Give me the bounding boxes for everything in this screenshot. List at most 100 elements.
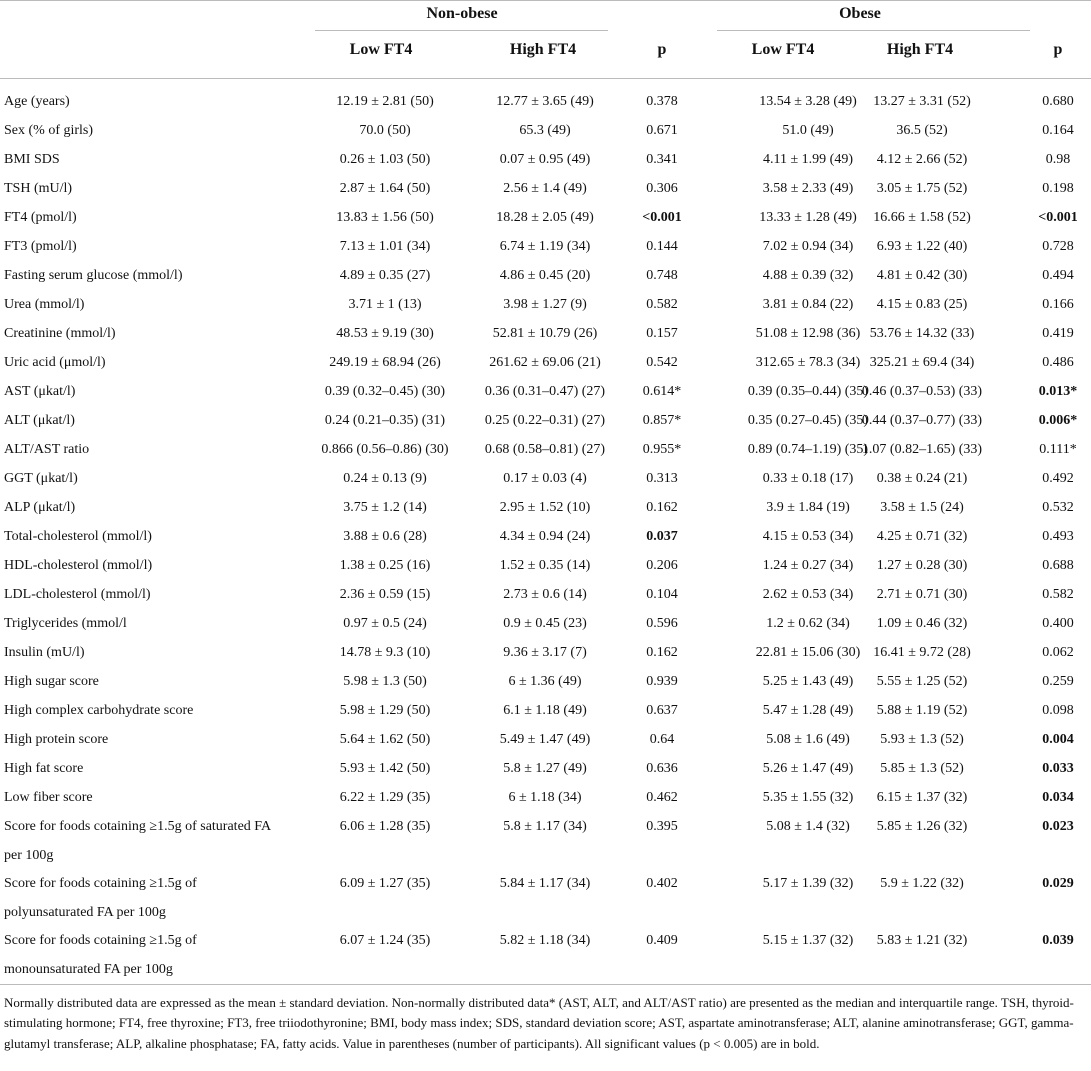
cell-value: 4.81 ± 0.42 (30) <box>876 268 968 283</box>
cell-value: 0.07 ± 0.95 (49) <box>499 152 591 167</box>
cell-value: 1.38 ± 0.25 (16) <box>339 558 431 573</box>
row-label: LDL-cholesterol (mmol/l) <box>4 587 151 602</box>
cell-value: 5.49 ± 1.47 (49) <box>499 732 591 747</box>
row-label: HDL-cholesterol (mmol/l) <box>4 558 153 573</box>
cell-value: 0.039 <box>1042 933 1074 948</box>
cell-value: 48.53 ± 9.19 (30) <box>336 326 434 341</box>
row-label: High protein score <box>4 732 109 747</box>
cell-value: 1.52 ± 0.35 (14) <box>499 558 591 573</box>
cell-value: 4.11 ± 1.99 (49) <box>763 152 853 167</box>
cell-value: 0.104 <box>646 587 678 602</box>
cell-value: 0.033 <box>1042 761 1074 776</box>
cell-value: 0.542 <box>646 355 678 370</box>
cell-value: 0.38 ± 0.24 (21) <box>876 471 968 486</box>
row-label: Fasting serum glucose (mmol/l) <box>4 268 183 283</box>
group-header: Obese <box>839 5 881 22</box>
cell-value: 6.15 ± 1.37 (32) <box>876 790 968 805</box>
cell-value: 2.95 ± 1.52 (10) <box>499 500 591 515</box>
cell-value: 3.98 ± 1.27 (9) <box>503 297 587 312</box>
cell-value: 0.162 <box>646 645 678 660</box>
cell-value: 0.596 <box>646 616 678 631</box>
row-label: Triglycerides (mmol/l <box>4 616 127 631</box>
cell-value: 5.98 ± 1.29 (50) <box>339 703 431 718</box>
cell-value: 1.27 ± 0.28 (30) <box>876 558 968 573</box>
row-label: High sugar score <box>4 674 99 689</box>
row-label: ALT (μkat/l) <box>4 413 75 428</box>
cell-value: 2.36 ± 0.59 (15) <box>339 587 431 602</box>
cell-value: 5.35 ± 1.55 (32) <box>762 790 854 805</box>
cell-value: 0.400 <box>1042 616 1074 631</box>
row-label: Age (years) <box>4 94 70 109</box>
cell-value: 0.166 <box>1042 297 1074 312</box>
cell-value: 0.688 <box>1042 558 1074 573</box>
cell-value: 0.36 (0.31–0.47) (27) <box>484 384 606 399</box>
cell-value: 2.56 ± 1.4 (49) <box>503 181 587 196</box>
cell-value: 4.15 ± 0.53 (34) <box>762 529 854 544</box>
cell-value: 5.9 ± 1.22 (32) <box>880 876 964 891</box>
cell-value: 0.494 <box>1042 268 1074 283</box>
cell-value: 13.33 ± 1.28 (49) <box>759 210 857 225</box>
cell-value: 4.89 ± 0.35 (27) <box>339 268 431 283</box>
cell-value: 0.582 <box>646 297 678 312</box>
cell-value: 0.17 ± 0.03 (4) <box>503 471 587 486</box>
cell-value: 0.493 <box>1042 529 1074 544</box>
cell-value: 0.004 <box>1042 732 1074 747</box>
cell-value: 0.64 <box>649 732 675 747</box>
cell-value: 0.955* <box>642 442 682 457</box>
column-header: p <box>657 41 667 58</box>
row-label: Low fiber score <box>4 790 93 805</box>
cell-value: 0.89 (0.74–1.19) (35) <box>747 442 869 457</box>
cell-value: 1.24 ± 0.27 (34) <box>762 558 854 573</box>
cell-value: 5.64 ± 1.62 (50) <box>339 732 431 747</box>
cell-value: 0.25 (0.22–0.31) (27) <box>484 413 606 428</box>
row-label: FT4 (pmol/l) <box>4 210 77 225</box>
cell-value: 16.41 ± 9.72 (28) <box>873 645 971 660</box>
cell-value: 6 ± 1.18 (34) <box>508 790 582 805</box>
cell-value: 5.55 ± 1.25 (52) <box>876 674 968 689</box>
cell-value: 2.87 ± 1.64 (50) <box>339 181 431 196</box>
cell-value: 52.81 ± 10.79 (26) <box>492 326 598 341</box>
cell-value: 249.19 ± 68.94 (26) <box>329 355 441 370</box>
column-header: High FT4 <box>886 41 954 58</box>
cell-value: 0.306 <box>646 181 678 196</box>
footnote: Normally distributed data are expressed … <box>4 995 1074 1051</box>
rule <box>315 30 608 31</box>
cell-value: 6 ± 1.36 (49) <box>508 674 582 689</box>
cell-value: 6.22 ± 1.29 (35) <box>339 790 431 805</box>
cell-value: 51.08 ± 12.98 (36) <box>755 326 861 341</box>
cell-value: 5.83 ± 1.21 (32) <box>876 933 968 948</box>
cell-value: 0.023 <box>1042 819 1074 834</box>
cell-value: 261.62 ± 69.06 (21) <box>489 355 601 370</box>
cell-value: 5.98 ± 1.3 (50) <box>343 674 427 689</box>
rule <box>0 0 1091 1</box>
cell-value: 51.0 (49) <box>782 123 834 138</box>
row-label: BMI SDS <box>4 152 60 167</box>
column-header: Low FT4 <box>751 41 815 58</box>
cell-value: 2.62 ± 0.53 (34) <box>762 587 854 602</box>
cell-value: 16.66 ± 1.58 (52) <box>873 210 971 225</box>
row-label: Score for foods cotaining ≥1.5g of polyu… <box>4 876 197 920</box>
cell-value: 0.341 <box>646 152 678 167</box>
cell-value: 0.029 <box>1042 876 1074 891</box>
cell-value: 0.33 ± 0.18 (17) <box>762 471 854 486</box>
cell-value: 0.680 <box>1042 94 1074 109</box>
cell-value: 0.866 (0.56–0.86) (30) <box>321 442 449 457</box>
cell-value: 0.037 <box>646 529 678 544</box>
row-label: ALT/AST ratio <box>4 442 90 457</box>
cell-value: 0.198 <box>1042 181 1074 196</box>
row-label: High complex carbohydrate score <box>4 703 194 718</box>
cell-value: 6.09 ± 1.27 (35) <box>339 876 431 891</box>
cell-value: 65.3 (49) <box>519 123 571 138</box>
cell-value: 6.07 ± 1.24 (35) <box>339 933 431 948</box>
cell-value: 3.58 ± 2.33 (49) <box>762 181 854 196</box>
cell-value: 5.8 ± 1.17 (34) <box>503 819 587 834</box>
cell-value: 0.013* <box>1038 384 1078 399</box>
cell-value: 1.2 ± 0.62 (34) <box>766 616 850 631</box>
row-label: Sex (% of girls) <box>4 123 94 138</box>
cell-value: 5.93 ± 1.42 (50) <box>339 761 431 776</box>
cell-value: 0.614* <box>642 384 682 399</box>
cell-value: 22.81 ± 15.06 (30) <box>755 645 861 660</box>
row-label: Score for foods cotaining ≥1.5g of monou… <box>4 933 197 977</box>
cell-value: 312.65 ± 78.3 (34) <box>755 355 861 370</box>
cell-value: 4.88 ± 0.39 (32) <box>762 268 854 283</box>
